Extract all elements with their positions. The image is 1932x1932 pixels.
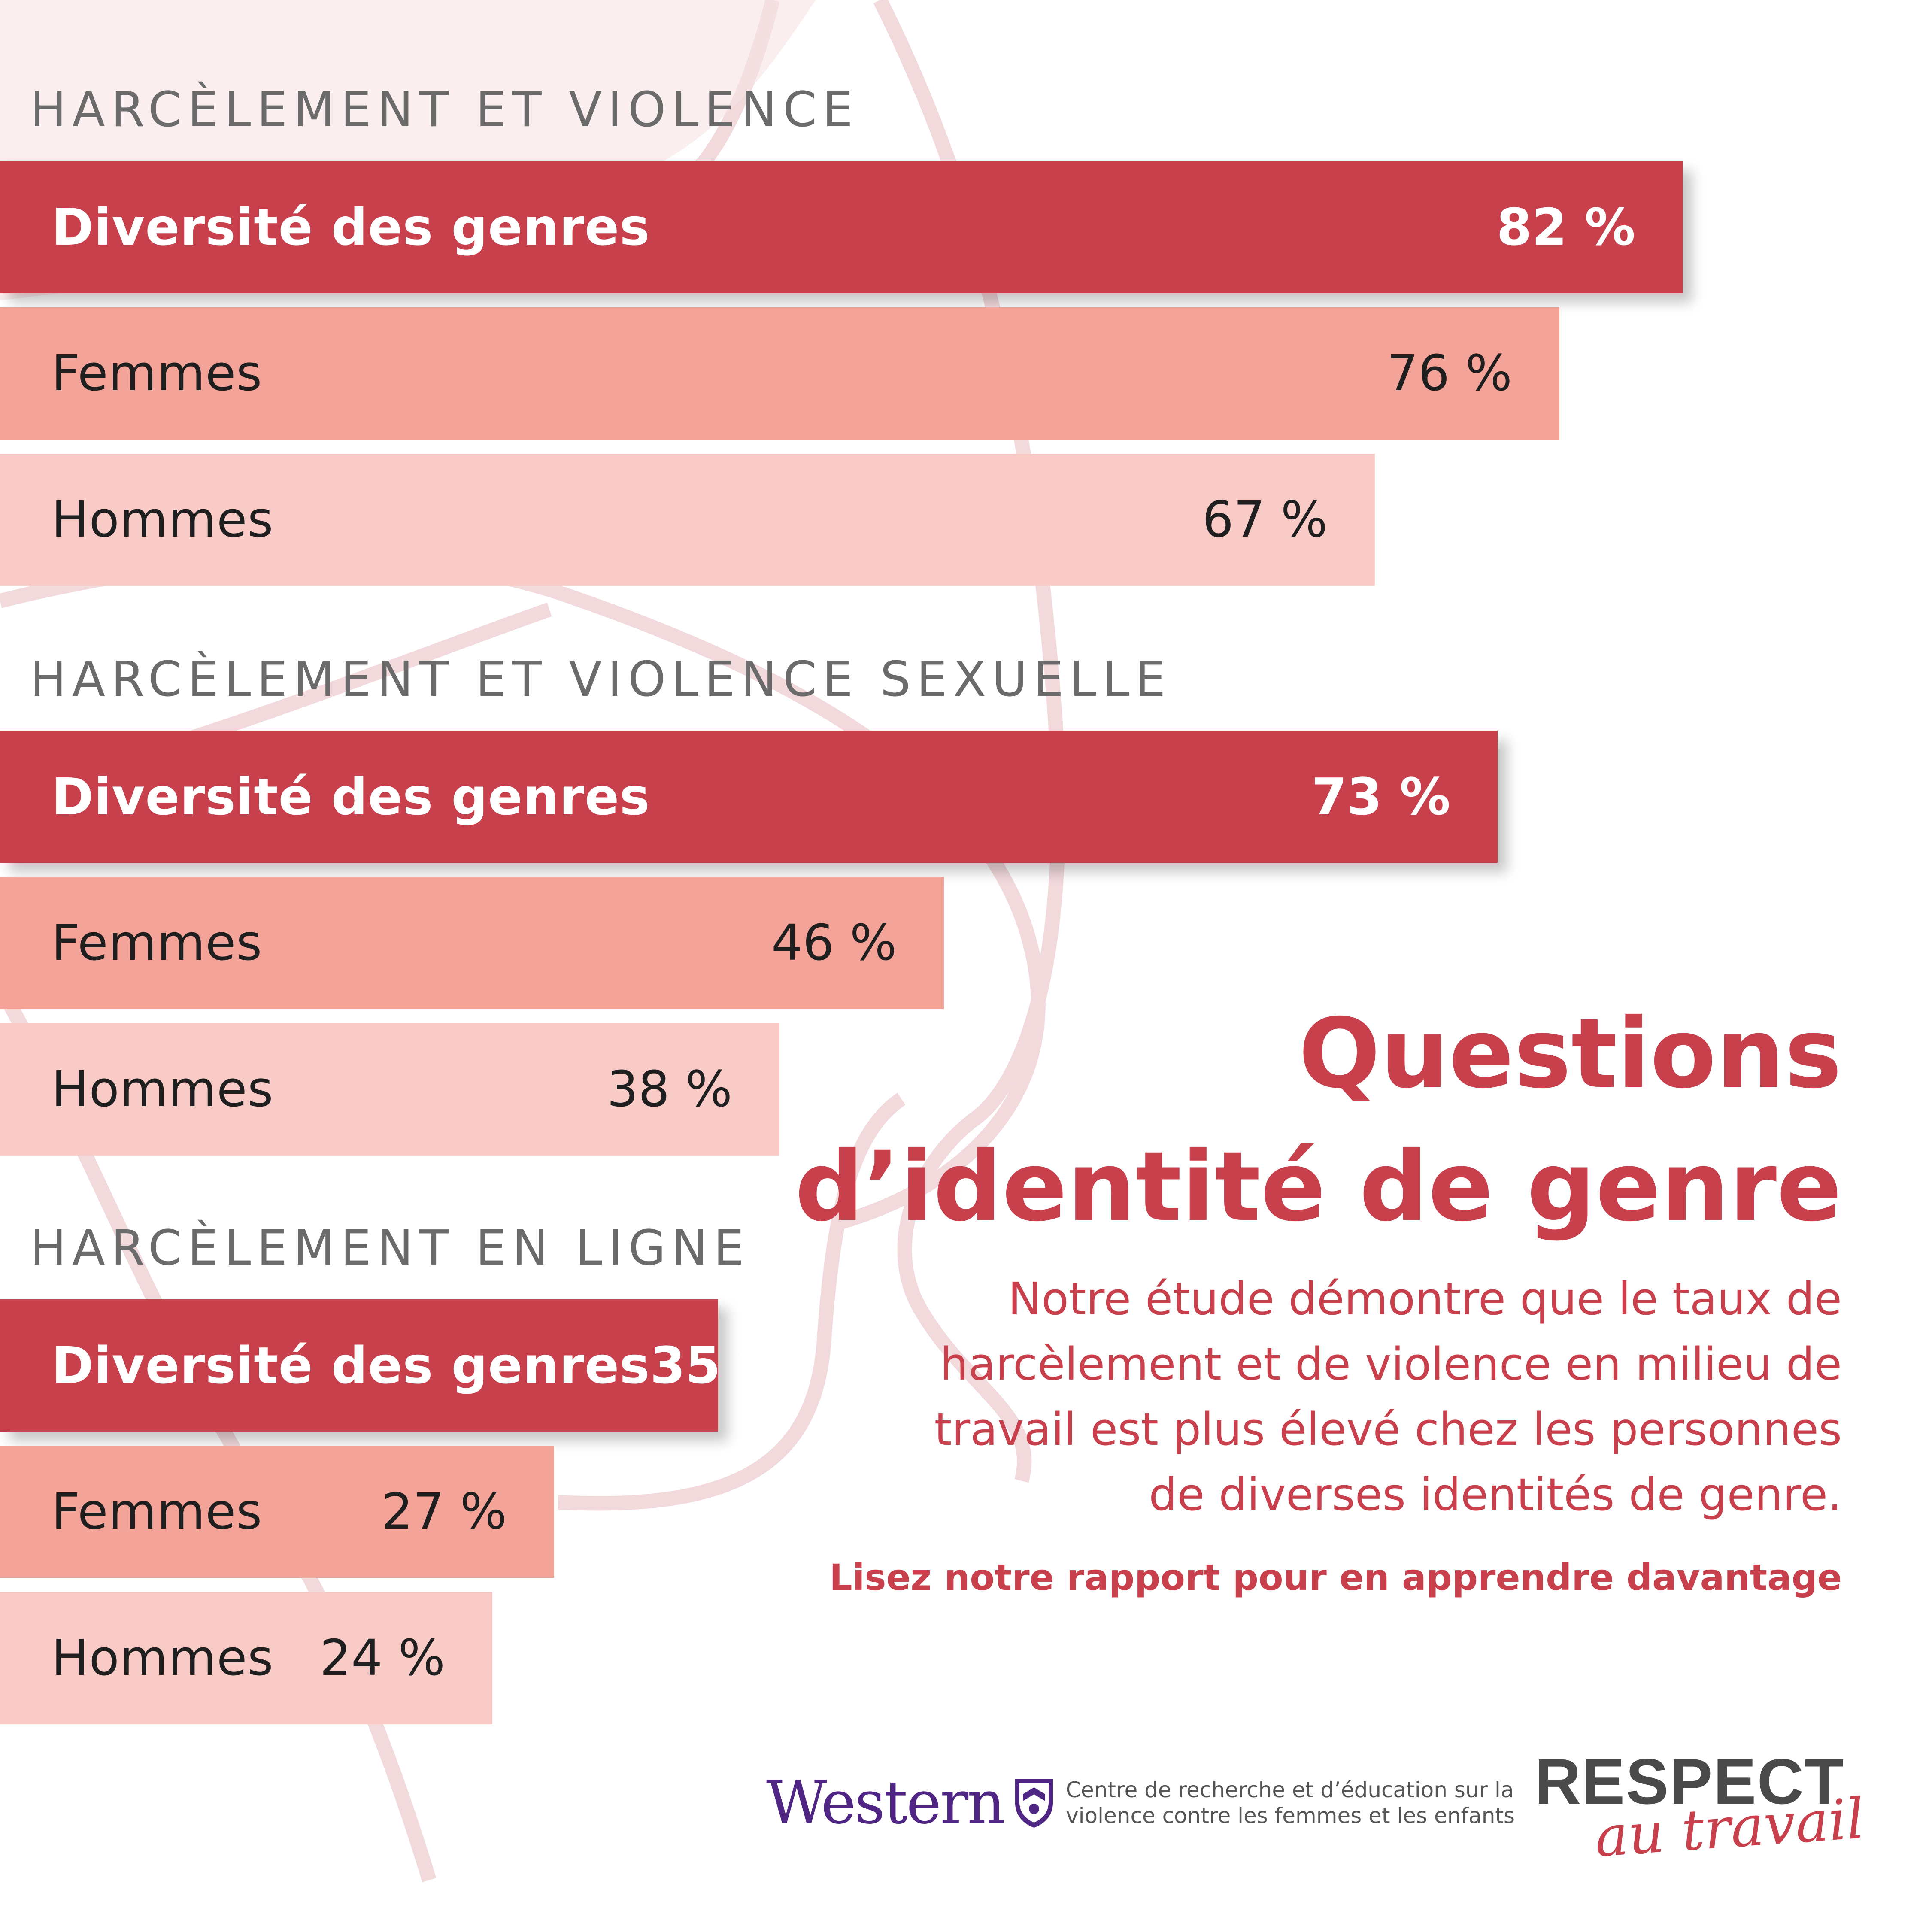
bar-value-label: 76 %: [1386, 344, 1512, 402]
bar-value-label: 46 %: [771, 914, 897, 972]
bar-value-label: 82 %: [1496, 197, 1635, 257]
section-title-violence: HARCÈLEMENT ET VIOLENCE: [30, 82, 859, 138]
bar-online-gender-diverse: Diversité des genres 35 %: [0, 1299, 789, 1432]
description-line: de diverses identités de genre.: [1149, 1468, 1842, 1521]
bar-label: Diversité des genres: [52, 767, 650, 826]
study-description: Notre étude démontre que le taux de harc…: [934, 1266, 1842, 1527]
centre-name-line: Centre de recherche et d’éducation sur l…: [1066, 1777, 1514, 1802]
bar-value-label: 35 %: [650, 1336, 789, 1395]
heading-line-2: d’identité de genre: [795, 1131, 1842, 1243]
bar-value-label: 24 %: [319, 1629, 445, 1687]
bar-value-label: 67 %: [1202, 491, 1328, 549]
bar-online-women: Femmes 27 %: [0, 1446, 554, 1578]
bar-sexual-men: Hommes 38 %: [0, 1023, 779, 1156]
bar-value-label: 27 %: [381, 1483, 507, 1541]
heading-line-1: Questions: [1298, 998, 1842, 1110]
bar-label: Diversité des genres: [52, 197, 650, 257]
main-heading: Questions d’identité de genre: [795, 987, 1842, 1253]
western-logo: Western Centre de recherche et d’éducati…: [766, 1768, 1515, 1837]
report-call-to-action[interactable]: Lisez notre rapport pour en apprendre da…: [829, 1556, 1842, 1598]
centre-name-line: violence contre les femmes et les enfant…: [1066, 1803, 1515, 1828]
bar-violence-gender-diverse: Diversité des genres 82 %: [0, 161, 1683, 293]
au-travail-script: au travail: [1592, 1786, 1867, 1870]
bar-label: Femmes: [52, 344, 263, 402]
respect-wordmark: RESPECT: [1535, 1745, 1845, 1817]
description-line: travail est plus élevé chez les personne…: [934, 1403, 1842, 1456]
description-line: Notre étude démontre que le taux de: [1008, 1273, 1842, 1325]
description-line: harcèlement et de violence en milieu de: [940, 1338, 1842, 1390]
western-wordmark: Western: [766, 1768, 1005, 1837]
shield-crest-icon: [1015, 1779, 1053, 1828]
bar-value-label: 73 %: [1311, 767, 1450, 826]
bar-value-label: 38 %: [607, 1060, 732, 1118]
bar-online-men: Hommes 24 %: [0, 1592, 492, 1724]
bar-label: Hommes: [52, 1060, 274, 1118]
section-title-sexual: HARCÈLEMENT ET VIOLENCE SEXUELLE: [30, 652, 1172, 707]
bar-label: Hommes: [52, 491, 274, 549]
bar-violence-women: Femmes 76 %: [0, 307, 1559, 440]
centre-name: Centre de recherche et d’éducation sur l…: [1066, 1777, 1515, 1829]
bar-label: Femmes: [52, 1483, 263, 1541]
bar-label: Femmes: [52, 914, 263, 972]
respect-au-travail-logo: RESPECT au travail: [1535, 1745, 1866, 1870]
bar-violence-men: Hommes 67 %: [0, 454, 1375, 586]
section-title-online: HARCÈLEMENT EN LIGNE: [30, 1220, 750, 1276]
bar-sexual-gender-diverse: Diversité des genres 73 %: [0, 731, 1498, 863]
bar-label: Hommes: [52, 1629, 274, 1687]
bar-label: Diversité des genres: [52, 1336, 650, 1395]
bar-sexual-women: Femmes 46 %: [0, 877, 944, 1009]
